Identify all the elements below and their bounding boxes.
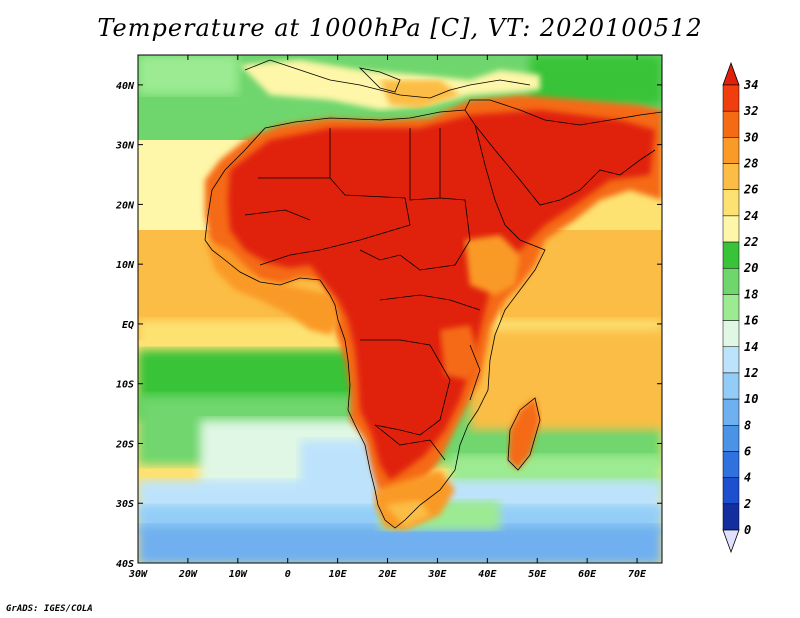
lon-label: 0	[285, 569, 291, 580]
colorbar-label: 32	[743, 104, 758, 118]
colorbar-swatch	[722, 215, 740, 243]
colorbar-label: 28	[743, 157, 758, 171]
lat-label: 30S	[115, 499, 134, 510]
colorbar-label: 26	[743, 183, 758, 197]
colorbar-label: 0	[744, 523, 751, 537]
colorbar-swatch	[722, 372, 740, 400]
lon-label: 60E	[578, 569, 597, 580]
colorbar-swatch	[722, 451, 740, 478]
colorbar-swatch	[722, 189, 740, 217]
colorbar-label: 8	[744, 418, 751, 432]
colorbar-swatch	[722, 398, 740, 426]
colorbar-label: 24	[743, 209, 758, 223]
colorbar-swatch	[722, 84, 740, 112]
colorbar-label: 20	[743, 261, 758, 275]
colorbar-label: 2	[743, 497, 751, 511]
colorbar-swatch	[722, 137, 740, 164]
temperature-field	[138, 55, 662, 563]
colorbar-label: 34	[743, 78, 758, 92]
lat-label: 20N	[115, 200, 135, 211]
credit-text: GrADS: IGES/COLA	[6, 604, 93, 614]
colorbar-label: 18	[744, 287, 758, 301]
lon-label: 40E	[478, 569, 497, 580]
lat-label: 40N	[116, 81, 135, 92]
colorbar-label: 16	[744, 314, 758, 328]
lon-label: 30W	[128, 569, 148, 580]
colorbar-swatch	[722, 425, 740, 452]
colorbar-swatch	[722, 477, 740, 505]
colorbar-label: 30	[743, 130, 758, 144]
lon-label: 30E	[427, 569, 447, 580]
lon-label: 20E	[377, 569, 397, 580]
lat-label: EQ	[122, 320, 134, 331]
lon-label: 10W	[229, 569, 248, 580]
coastlines	[204, 59, 662, 529]
longitude-axis: 30W 20W 10W 0 10E 20E 30E 40E 50E 60E 70E	[128, 55, 647, 580]
colorbar-label: 22	[743, 235, 758, 249]
colorbar-swatch	[722, 163, 740, 190]
colorbar-top-triangle	[722, 61, 740, 86]
colorbar-label: 12	[744, 366, 758, 380]
colorbar-bottom-triangle	[722, 529, 740, 554]
colorbar-label: 4	[744, 471, 751, 485]
colorbar-swatch	[722, 110, 740, 138]
lat-label: 10N	[116, 260, 135, 271]
colorbar-swatch	[722, 346, 740, 374]
lon-label: 10E	[329, 569, 348, 580]
colorbar-swatch	[722, 294, 740, 321]
map-frame	[137, 54, 663, 564]
colorbar-swatch	[722, 267, 740, 295]
lat-label: 40S	[116, 559, 134, 570]
colorbar-swatch	[722, 320, 740, 348]
lon-label: 50E	[528, 569, 547, 580]
lon-label: 20W	[178, 569, 198, 580]
lat-label: 20S	[115, 439, 134, 450]
lat-label: 30N	[115, 141, 135, 152]
map-title: Temperature at 1000hPa [C], VT: 20201005…	[97, 14, 703, 42]
colorbar-label: 14	[744, 340, 758, 354]
lat-label: 10S	[116, 380, 134, 391]
colorbar-swatch	[722, 241, 740, 269]
colorbar-swatch	[722, 503, 740, 531]
colorbar-label: 10	[744, 392, 758, 406]
lon-label: 70E	[628, 569, 647, 580]
latitude-axis: 40N 30N 20N 10N EQ 10S 20S 30S 40S	[115, 81, 662, 570]
colorbar-label: 6	[744, 444, 751, 458]
